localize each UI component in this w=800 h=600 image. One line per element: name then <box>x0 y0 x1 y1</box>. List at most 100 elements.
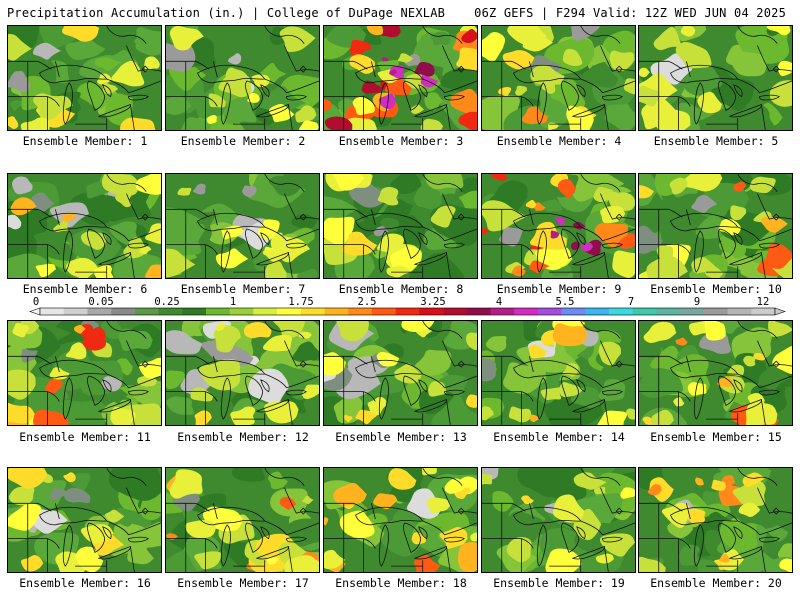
colorbar-swatch <box>656 308 681 315</box>
basemap-outlines <box>8 26 161 130</box>
ensemble-member-map <box>323 320 478 426</box>
colorbar-max-arrow <box>774 307 786 316</box>
precip-field <box>8 26 161 130</box>
ensemble-member-map <box>481 467 636 573</box>
precip-field <box>166 26 319 130</box>
colorbar-swatch <box>703 308 728 315</box>
colorbar-tick-label: 3.25 <box>420 296 446 308</box>
colorbar-swatch <box>490 308 515 315</box>
basemap-outlines <box>8 321 161 425</box>
colorbar-tick-label: 2.5 <box>357 296 377 308</box>
ensemble-member-caption: Ensemble Member: 7 <box>180 282 306 296</box>
map-title: Precipitation Accumulation (in.) | Colle… <box>7 6 446 20</box>
ensemble-member-caption: Ensemble Member: 9 <box>496 282 622 296</box>
colorbar-tick-label: 1.75 <box>288 296 314 308</box>
colorbar-swatch <box>561 308 586 315</box>
ensemble-member-map <box>323 173 478 279</box>
colorbar-tick-label: 0 <box>32 296 40 308</box>
ensemble-member-caption: Ensemble Member: 19 <box>493 576 625 590</box>
ensemble-member-caption: Ensemble Member: 20 <box>650 576 782 590</box>
precip-field <box>482 174 635 278</box>
precip-field <box>8 174 161 278</box>
colorbar-tick-label: 0.25 <box>154 296 180 308</box>
basemap-outlines <box>166 321 319 425</box>
colorbar-swatch <box>751 308 776 315</box>
basemap-outlines <box>639 174 792 278</box>
ensemble-member-map <box>638 25 793 131</box>
colorbar-tick-label: 7 <box>627 296 635 308</box>
colorbar-swatch <box>680 308 705 315</box>
basemap-outlines <box>8 468 161 572</box>
ensemble-member-caption: Ensemble Member: 15 <box>650 430 782 444</box>
ensemble-member-map <box>165 320 320 426</box>
basemap-outlines <box>324 174 477 278</box>
ensemble-member-map <box>638 467 793 573</box>
colorbar-swatch <box>466 308 491 315</box>
basemap-outlines <box>639 321 792 425</box>
basemap-outlines <box>166 468 319 572</box>
ensemble-member-map <box>165 25 320 131</box>
ensemble-member-caption: Ensemble Member: 10 <box>650 282 782 296</box>
ensemble-member-map <box>323 25 478 131</box>
colorbar-swatch <box>324 308 349 315</box>
ensemble-member-caption: Ensemble Member: 2 <box>180 134 306 148</box>
basemap-outlines <box>482 174 635 278</box>
colorbar-swatch <box>158 308 183 315</box>
ensemble-member-map <box>7 173 162 279</box>
ensemble-member-caption: Ensemble Member: 16 <box>19 576 151 590</box>
colorbar-swatch <box>40 308 65 315</box>
colorbar-tick-label: 4 <box>495 296 503 308</box>
colorbar-tick-label: 1 <box>229 296 237 308</box>
colorbar-swatch <box>277 308 302 315</box>
ensemble-member-caption: Ensemble Member: 13 <box>335 430 467 444</box>
colorbar-swatch <box>395 308 420 315</box>
basemap-outlines <box>166 26 319 130</box>
colorbar-swatch <box>253 308 278 315</box>
ensemble-member-caption: Ensemble Member: 12 <box>177 430 309 444</box>
ensemble-member-caption: Ensemble Member: 5 <box>653 134 779 148</box>
colorbar-swatch <box>111 308 136 315</box>
basemap-outlines <box>324 321 477 425</box>
basemap-outlines <box>8 174 161 278</box>
colorbar-swatch <box>514 308 539 315</box>
basemap-outlines <box>324 468 477 572</box>
colorbar-swatch <box>300 308 325 315</box>
ensemble-member-map <box>638 173 793 279</box>
precip-field <box>639 468 792 572</box>
ensemble-member-caption: Ensemble Member: 6 <box>22 282 148 296</box>
colorbar-swatch <box>348 308 373 315</box>
precip-field <box>8 468 161 572</box>
ensemble-member-map <box>7 320 162 426</box>
precip-field <box>166 468 319 572</box>
colorbar-swatch <box>205 308 230 315</box>
ensemble-member-caption: Ensemble Member: 18 <box>335 576 467 590</box>
ensemble-member-map <box>638 320 793 426</box>
model-valid-time: 06Z GEFS | F294 Valid: 12Z WED JUN 04 20… <box>474 6 786 20</box>
ensemble-member-map <box>7 467 162 573</box>
ensemble-member-map <box>323 467 478 573</box>
precip-field <box>639 26 792 130</box>
colorbar-swatch <box>371 308 396 315</box>
precip-field <box>639 174 792 278</box>
basemap-outlines <box>482 468 635 572</box>
colorbar-tick-label: 12 <box>756 296 770 308</box>
colorbar-min-arrow <box>29 307 41 316</box>
colorbar-swatch <box>609 308 634 315</box>
colorbar-swatch <box>229 308 254 315</box>
colorbar-swatch <box>134 308 159 315</box>
colorbar-legend: 0 0.05 0.25 1 1.75 2.5 3.25 4 5.5 7 9 12 <box>0 296 800 318</box>
colorbar-swatch <box>63 308 88 315</box>
colorbar-tick-label: 0.05 <box>88 296 114 308</box>
ensemble-member-caption: Ensemble Member: 3 <box>338 134 464 148</box>
ensemble-member-map <box>481 320 636 426</box>
precip-field <box>166 321 319 425</box>
ensemble-member-map <box>165 467 320 573</box>
ensemble-member-caption: Ensemble Member: 17 <box>177 576 309 590</box>
colorbar-tick-label: 5.5 <box>555 296 575 308</box>
ensemble-member-map <box>481 25 636 131</box>
basemap-outlines <box>639 26 792 130</box>
ensemble-member-map <box>481 173 636 279</box>
ensemble-member-caption: Ensemble Member: 4 <box>496 134 622 148</box>
basemap-outlines <box>639 468 792 572</box>
basemap-outlines <box>482 26 635 130</box>
